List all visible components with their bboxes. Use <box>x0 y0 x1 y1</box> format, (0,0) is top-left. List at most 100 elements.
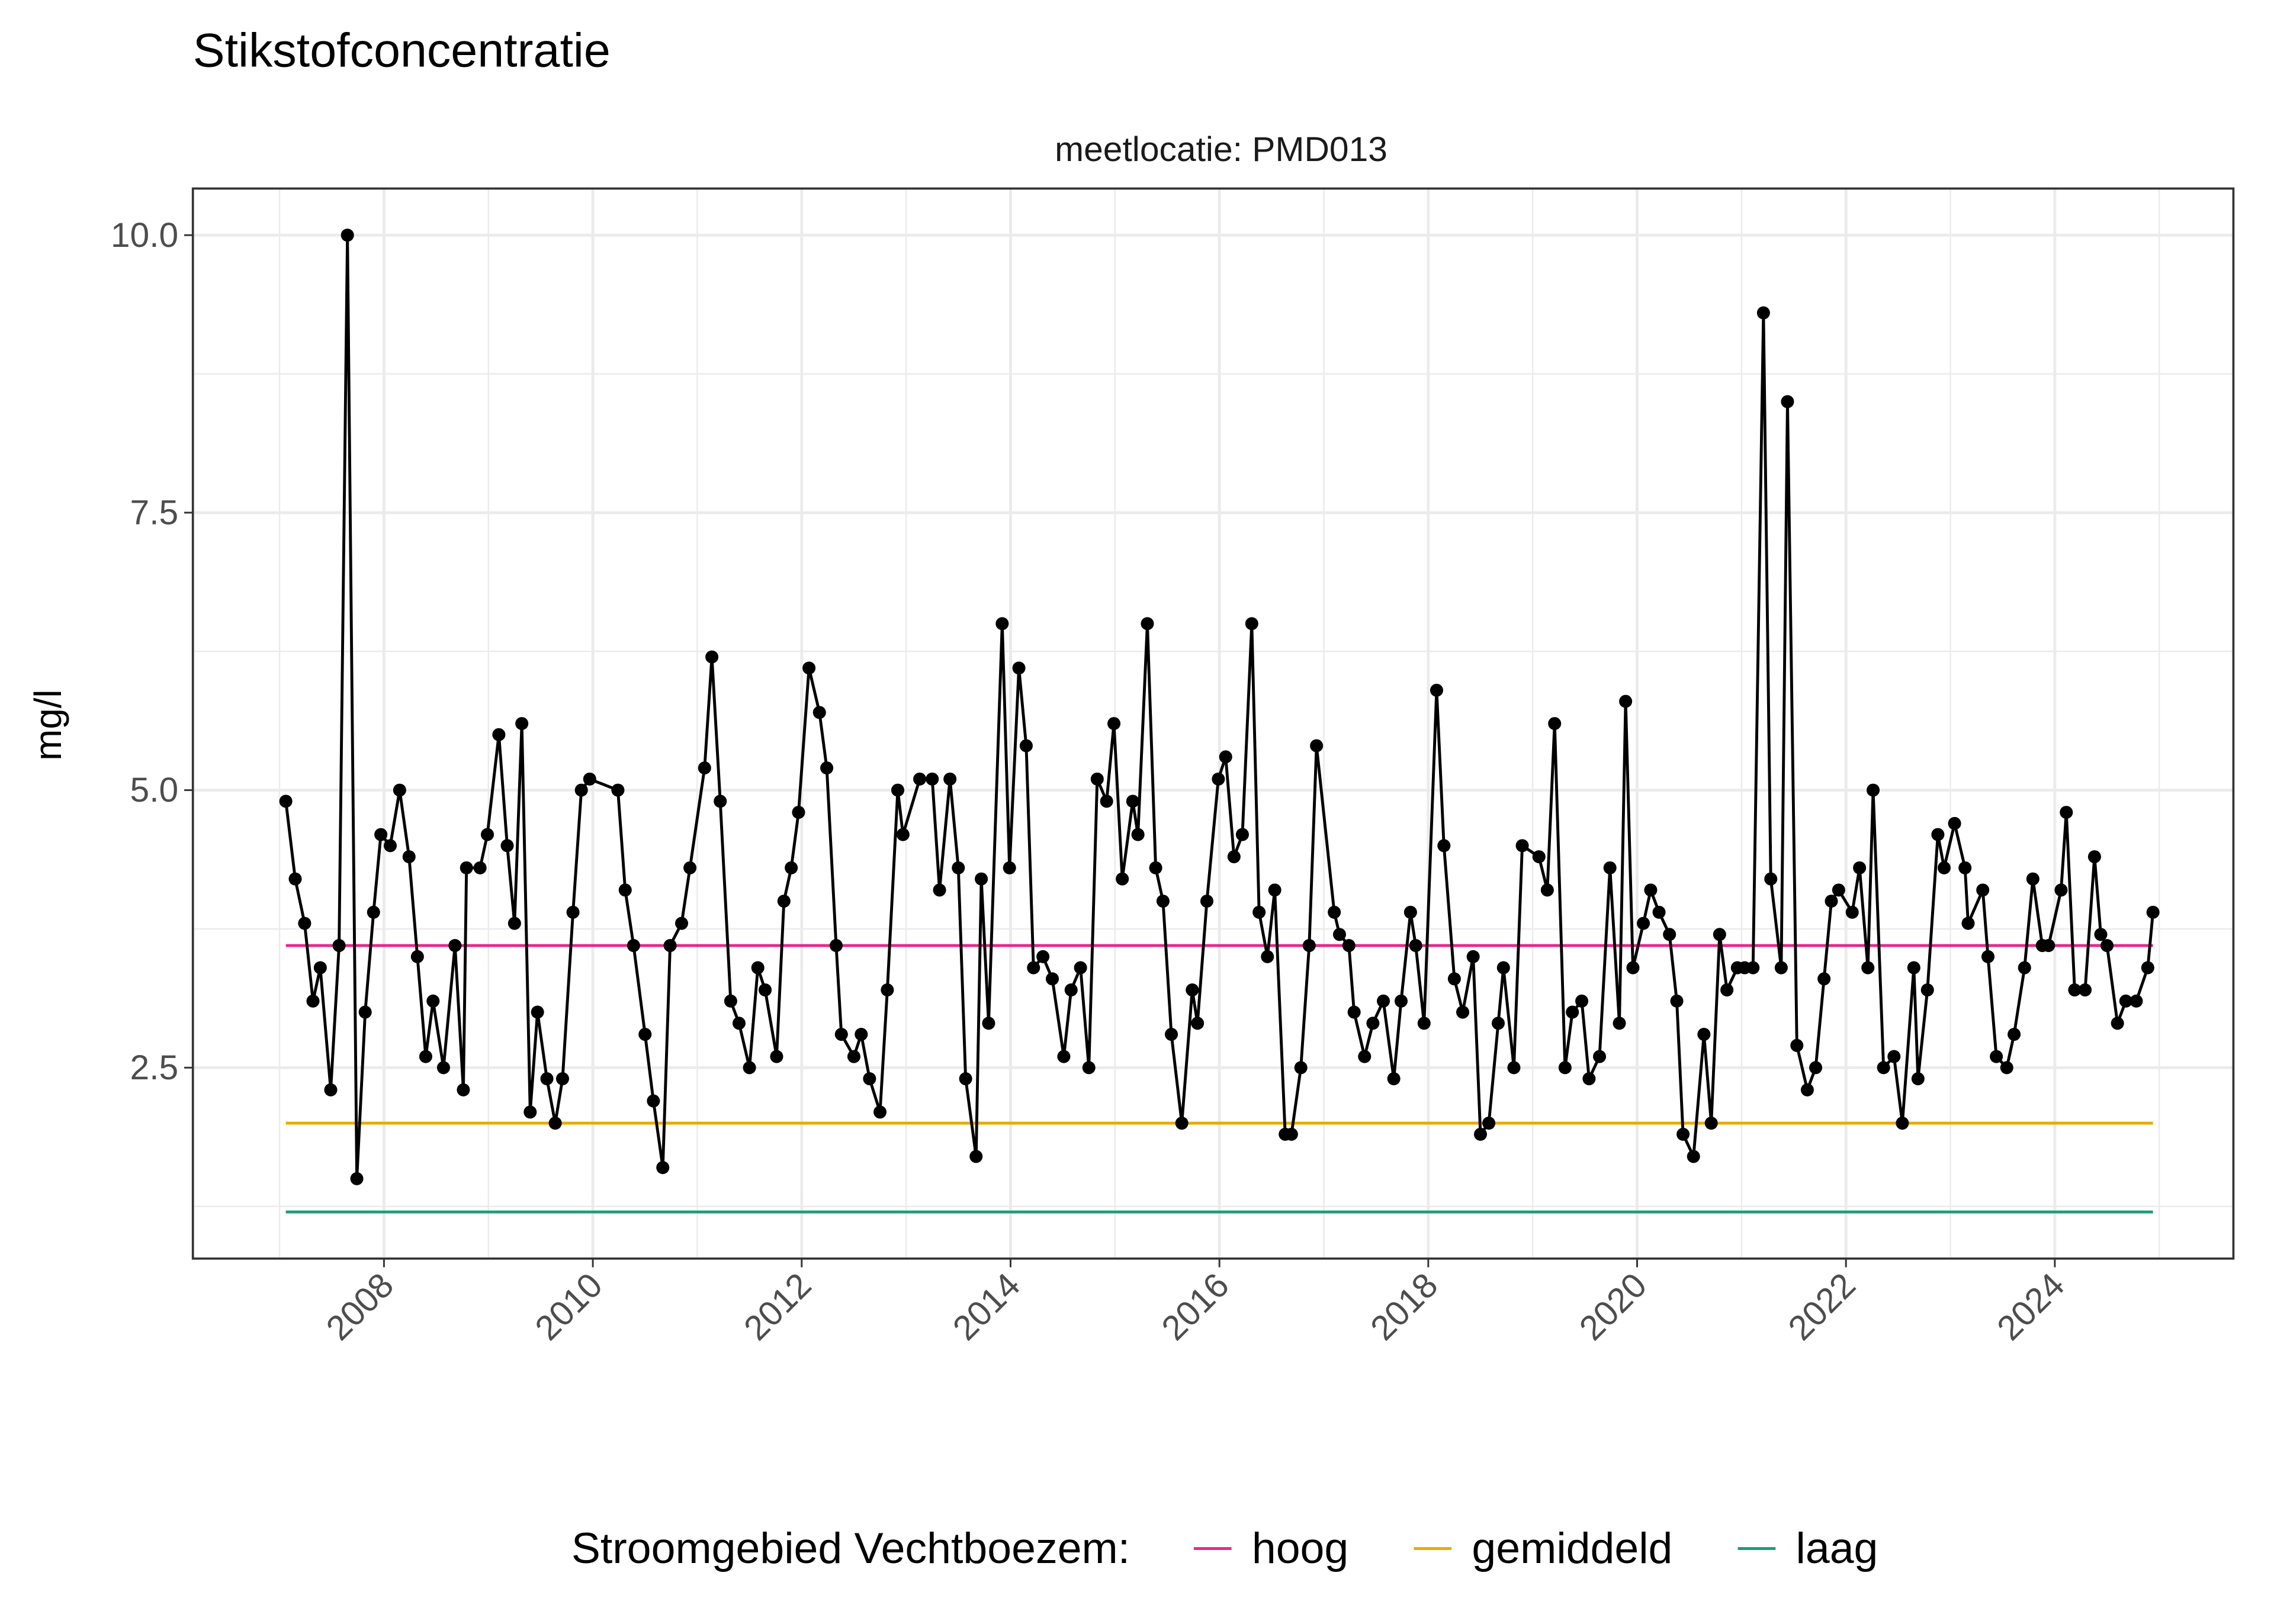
data-point <box>714 795 727 808</box>
chart-title: Stikstofconcentratie <box>193 24 611 78</box>
data-point <box>1366 1017 1380 1030</box>
data-point <box>913 772 927 786</box>
data-point <box>751 961 765 975</box>
legend-label: hoog <box>1252 1523 1348 1572</box>
data-point <box>1887 1050 1901 1063</box>
data-point <box>1764 872 1778 886</box>
data-point <box>1507 1061 1521 1075</box>
data-point <box>2100 939 2114 953</box>
data-point <box>1219 750 1232 764</box>
data-point <box>1100 795 1113 808</box>
data-point <box>457 1083 470 1096</box>
data-point <box>618 883 632 897</box>
data-point <box>306 994 320 1008</box>
data-point <box>1990 1050 2003 1063</box>
data-point <box>1252 905 1266 919</box>
data-point <box>473 861 487 874</box>
data-point <box>933 883 946 897</box>
data-point <box>1376 994 1390 1008</box>
data-point <box>1920 983 1934 997</box>
data-point <box>855 1028 868 1041</box>
data-point <box>1976 883 1990 897</box>
data-point <box>367 905 380 919</box>
data-point <box>1332 928 1346 941</box>
y-tick-label: 2.5 <box>130 1049 179 1087</box>
data-point <box>1141 617 1154 631</box>
data-point <box>982 1017 995 1030</box>
data-point <box>1456 1005 1470 1019</box>
data-point <box>1261 950 1274 963</box>
data-point <box>2111 1017 2124 1030</box>
data-point <box>2079 983 2092 997</box>
data-point <box>1003 861 1016 874</box>
data-point <box>1746 961 1760 975</box>
data-point <box>1907 961 1920 975</box>
data-point <box>1619 694 1633 708</box>
data-point <box>1911 1072 1925 1086</box>
data-point <box>523 1105 537 1119</box>
data-point <box>1558 1061 1572 1075</box>
data-point <box>785 861 798 874</box>
data-point <box>1347 1005 1361 1019</box>
data-point <box>2054 883 2068 897</box>
data-point <box>1652 905 1666 919</box>
data-point <box>1593 1050 1607 1063</box>
data-point <box>1012 661 1026 675</box>
data-point <box>1045 972 1059 986</box>
data-point <box>1861 961 1875 975</box>
data-point <box>2060 806 2073 819</box>
data-point <box>792 806 805 819</box>
data-point <box>1116 872 1129 886</box>
data-point <box>1687 1150 1700 1163</box>
panel-border <box>191 187 2235 1260</box>
data-point <box>683 861 697 874</box>
data-point <box>313 961 327 975</box>
data-point <box>724 994 737 1008</box>
data-point <box>341 229 354 242</box>
data-point <box>426 994 440 1008</box>
data-point <box>952 861 965 874</box>
data-point <box>555 1072 569 1086</box>
data-point <box>1825 895 1838 908</box>
data-point <box>1981 950 1995 963</box>
data-point <box>2094 928 2108 941</box>
data-point <box>1310 739 1324 752</box>
data-point <box>1613 1017 1626 1030</box>
data-point <box>324 1083 338 1096</box>
data-point <box>834 1028 848 1041</box>
legend-title: Stroomgebied Vechtboezem: <box>571 1523 1130 1572</box>
data-point <box>1417 1017 1431 1030</box>
data-point <box>1896 1117 1909 1130</box>
data-point <box>574 783 588 797</box>
data-point <box>663 939 677 953</box>
data-point <box>873 1105 887 1119</box>
data-point <box>638 1028 652 1041</box>
data-point <box>1704 1117 1718 1130</box>
data-point <box>1720 983 1734 997</box>
data-point <box>1156 895 1170 908</box>
data-point <box>1394 994 1408 1008</box>
data-point <box>2008 1028 2021 1041</box>
data-point <box>1149 861 1162 874</box>
data-point <box>1800 1083 1814 1096</box>
data-point <box>1937 861 1951 874</box>
data-point <box>383 839 397 853</box>
data-point <box>515 717 529 731</box>
data-point <box>1358 1050 1372 1063</box>
data-point <box>812 706 826 719</box>
data-point <box>402 850 416 864</box>
data-point <box>1107 717 1121 731</box>
data-point <box>350 1172 364 1185</box>
data-point <box>1853 861 1867 874</box>
data-point <box>770 1050 783 1063</box>
legend-label: gemiddeld <box>1472 1523 1672 1572</box>
data-point <box>1676 1127 1690 1141</box>
data-point <box>1626 961 1640 975</box>
facet-label: meetlocatie: PMD013 <box>1055 130 1387 169</box>
data-point <box>480 828 494 841</box>
data-point <box>2130 994 2143 1008</box>
data-point <box>656 1161 670 1175</box>
data-point <box>583 772 596 786</box>
